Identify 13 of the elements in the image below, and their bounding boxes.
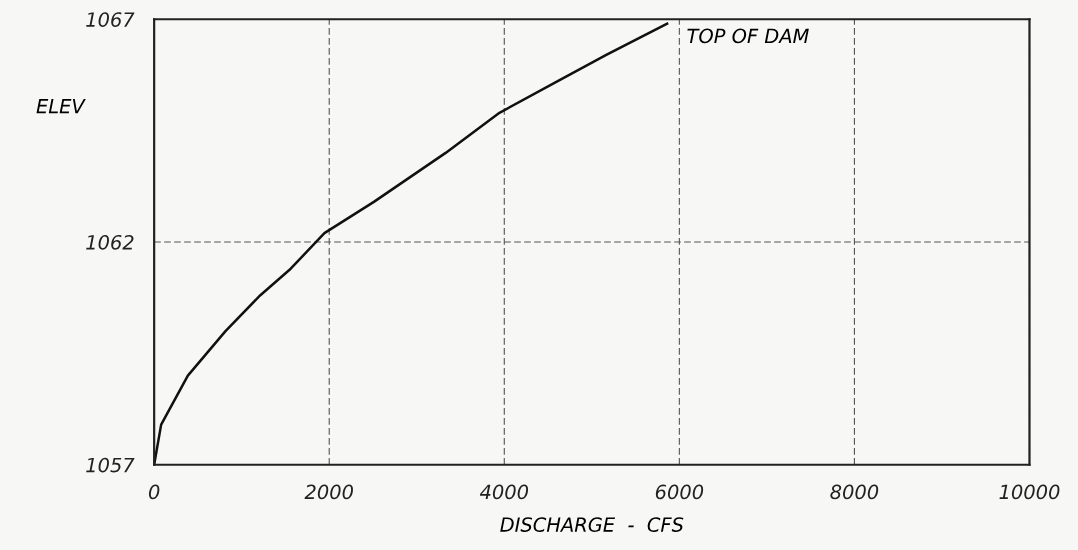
x-tick-label: 10000 (999, 484, 1060, 500)
x-tick-label: 8000 (830, 484, 879, 500)
y-tick-label: 1067 (86, 12, 135, 27)
x-tick-label: 2000 (304, 484, 353, 500)
x-tick-label: 6000 (655, 484, 704, 500)
annotation: TOP OF DAM (687, 28, 809, 44)
x-axis-title: DISCHARGE - CFS (500, 517, 684, 532)
line-series (154, 22, 669, 465)
x-tick-label: 0 (148, 484, 160, 500)
y-tick-label: 1057 (86, 457, 135, 473)
y-axis-title: ELEV (36, 99, 86, 114)
y-tick-label: 1062 (86, 234, 134, 250)
x-tick-label: 4000 (479, 484, 529, 500)
